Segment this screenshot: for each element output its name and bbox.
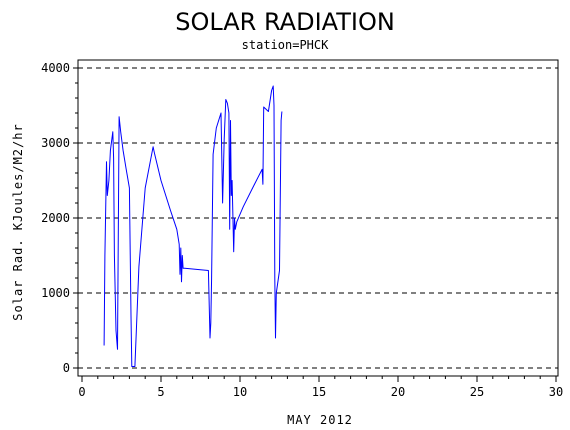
chart-subtitle: station=PHCK xyxy=(242,38,329,52)
y-tick-label-4000: 4000 xyxy=(41,61,70,75)
y-tick-label-0: 0 xyxy=(63,361,70,375)
chart-title: SOLAR RADIATION xyxy=(175,8,395,36)
x-tick-label-20: 20 xyxy=(391,385,405,399)
y-tick-label-1000: 1000 xyxy=(41,286,70,300)
x-tick-label-5: 5 xyxy=(157,385,164,399)
axis-ticks: 0 1000 2000 3000 4000 0 5 10 15 20 25 30 xyxy=(41,61,563,399)
y-tick-label-3000: 3000 xyxy=(41,136,70,150)
x-tick-label-15: 15 xyxy=(312,385,326,399)
x-tick-label-10: 10 xyxy=(233,385,247,399)
gridlines xyxy=(78,67,558,369)
x-tick-label-25: 25 xyxy=(470,385,484,399)
x-axis-label: MAY 2012 xyxy=(287,413,353,427)
y-tick-label-2000: 2000 xyxy=(41,211,70,225)
series-layer xyxy=(103,85,283,367)
series-line-0 xyxy=(103,85,283,367)
y-axis-label: Solar Rad. KJoules/M2/hr xyxy=(11,123,25,320)
x-tick-label-30: 30 xyxy=(549,385,563,399)
x-tick-label-0: 0 xyxy=(78,385,85,399)
